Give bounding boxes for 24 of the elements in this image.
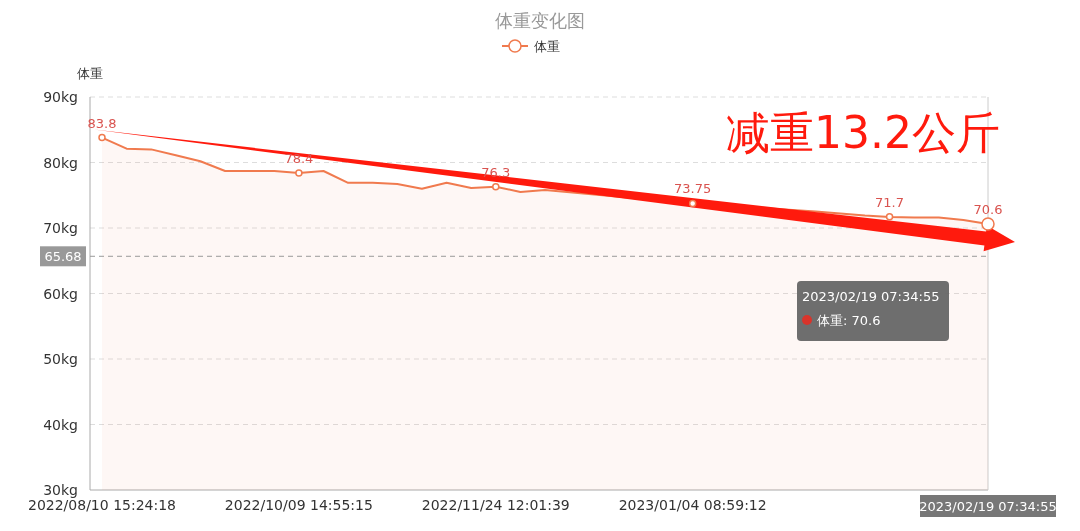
x-tick-label: 2022/10/09 14:55:15: [224, 497, 373, 513]
y-tick-label: 30kg: [43, 482, 78, 498]
data-label: 83.8: [87, 115, 117, 131]
data-label: 73.75: [674, 181, 712, 197]
data-label: 76.3: [481, 164, 511, 180]
data-label: 71.7: [875, 194, 905, 210]
data-label: 70.6: [973, 202, 1003, 218]
annotation: 减重13.2公斤: [726, 107, 1000, 158]
y-tick-label: 40kg: [43, 416, 78, 433]
chart-title: 体重变化图: [495, 10, 585, 31]
ref-line-label: 65.68: [44, 249, 82, 265]
y-tick-label: 70kg: [43, 220, 78, 236]
y-tick-label: 60kg: [43, 285, 78, 302]
x-tick-label: 2023/02/19 07:34:55: [919, 499, 1057, 514]
y-tick-label: 90kg: [43, 89, 78, 105]
y-tick-label: 80kg: [43, 154, 78, 171]
annotation: 2023/02/19 07:34:55: [802, 289, 940, 304]
legend-label: 体重: [534, 39, 560, 54]
x-tick-label: 2023/01/04 08:59:12: [618, 497, 767, 513]
y-tick-label: 50kg: [43, 351, 78, 367]
annotation: 体重: 70.6: [817, 313, 881, 328]
x-tick-label: 2022/11/24 12:01:39: [421, 497, 570, 513]
y-axis-title: 体重: [77, 66, 103, 81]
x-tick-label: 2022/08/10 15:24:18: [27, 497, 177, 513]
